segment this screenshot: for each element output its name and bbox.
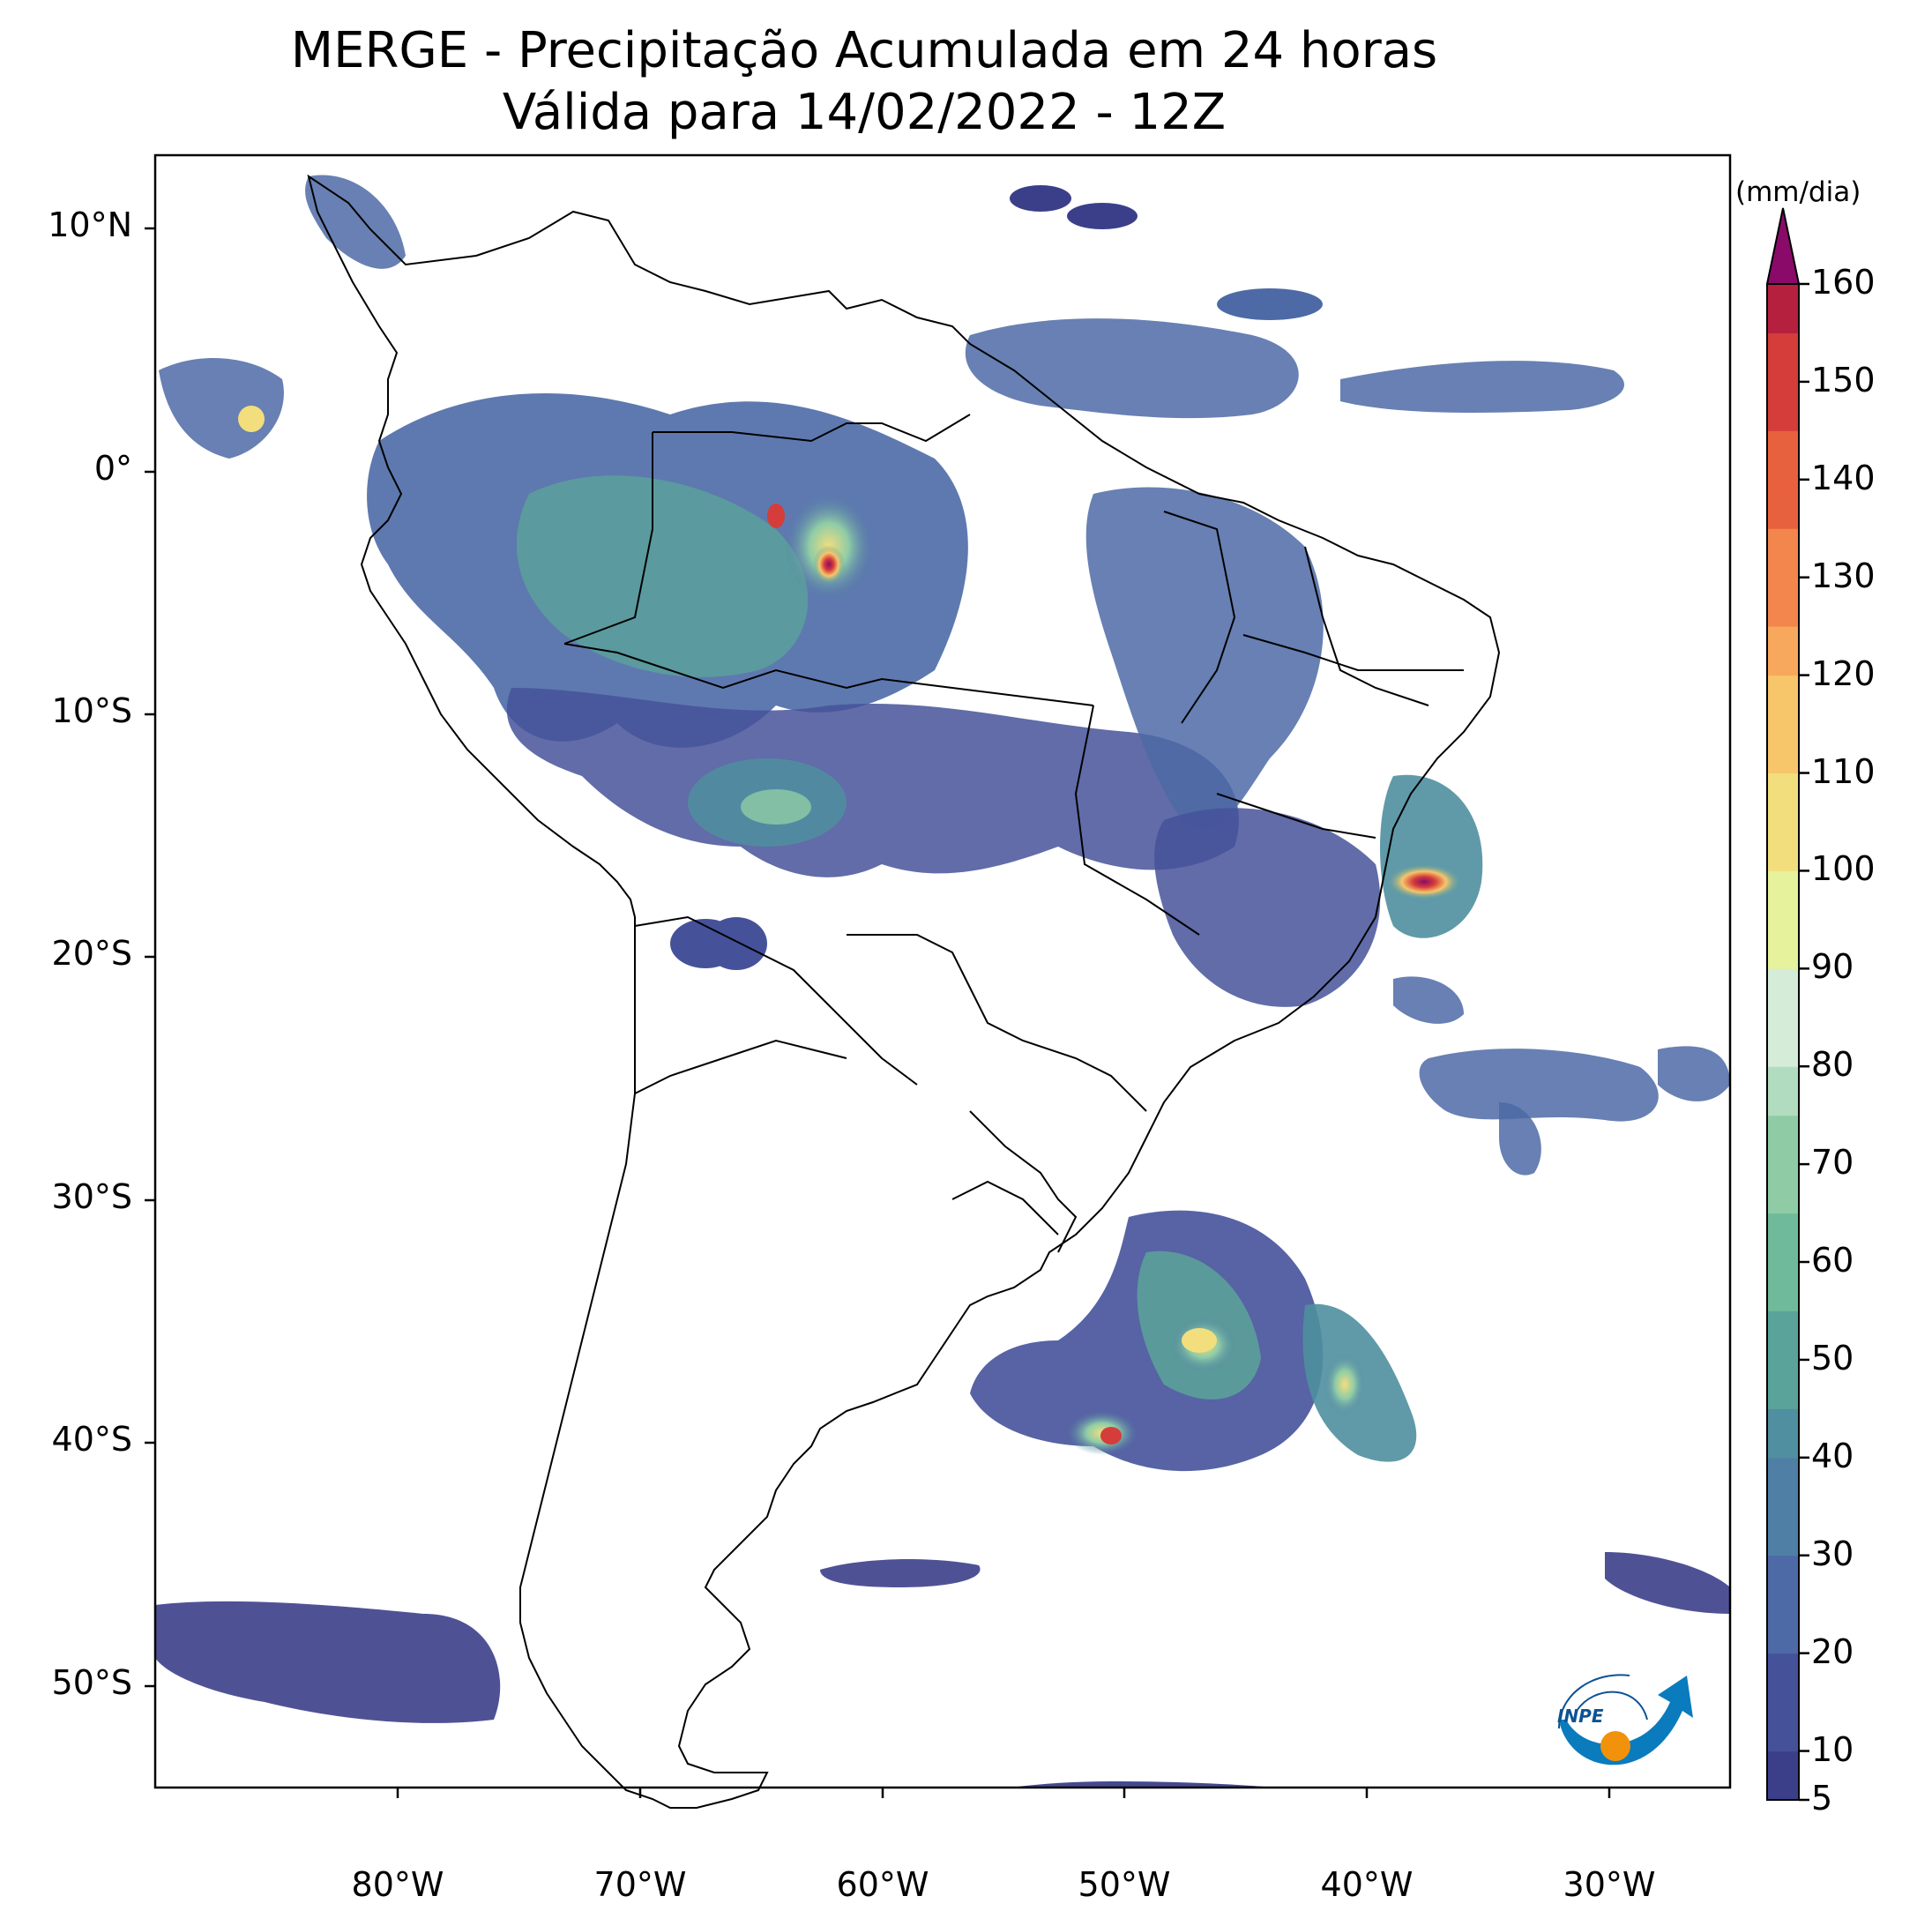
colorbar-tick-label: 10 [1811,1729,1854,1769]
colorbar-band [1767,1164,1799,1214]
colorbar-tick-label: 50 [1811,1338,1854,1377]
lon-label-70w: 70°W [593,1865,687,1904]
lon-label-50w: 50°W [1078,1865,1171,1904]
colorbar-band [1767,1457,1799,1507]
logo-text: INPE [1557,1706,1604,1727]
lat-label-0: 0° [93,449,132,488]
colorbar-band [1767,1408,1799,1459]
colorbar-tick-label: 80 [1811,1045,1854,1085]
lat-label-10n: 10°N [48,205,132,244]
colorbar-band [1767,284,1799,333]
colorbar-band [1767,773,1799,823]
lon-label-60w: 60°W [836,1865,929,1904]
colorbar-band [1767,479,1799,529]
lat-label-20s: 20°S [51,934,132,973]
colorbar-band [1767,675,1799,725]
colorbar-tick-label: 140 [1811,458,1876,497]
lat-label-40s: 40°S [51,1420,132,1459]
colorbar-band [1767,1604,1799,1654]
colorbar-band [1767,626,1799,676]
colorbar-tick-label: 20 [1811,1631,1854,1671]
colorbar-band [1767,1017,1799,1067]
lon-label-30w: 30°W [1563,1865,1656,1904]
colorbar-tick-label: 100 [1811,849,1876,889]
colorbar-band [1767,724,1799,774]
colorbar-band [1767,1702,1799,1752]
lon-label-40w: 40°W [1320,1865,1414,1904]
colorbar-tick-label: 40 [1811,1436,1854,1475]
colorbar-band [1767,1653,1799,1703]
lat-label-10s: 10°S [51,691,132,730]
colorbar-units: (mm/dia) [1735,176,1861,208]
lon-label-80w: 80°W [351,1865,444,1904]
colorbar-band [1767,1213,1799,1263]
colorbar-band [1767,1775,1799,1801]
plot-frame [153,153,1732,1789]
colorbar-tick-label: 60 [1811,1241,1854,1280]
colorbar-band [1767,430,1799,481]
colorbar-band [1767,332,1799,383]
colorbar-tick-label: 120 [1811,653,1876,693]
colorbar-band [1767,381,1799,431]
colorbar-tick-label: 160 [1811,263,1876,302]
colorbar-tick-label: 130 [1811,556,1876,595]
colorbar-band [1767,577,1799,627]
colorbar-band [1767,870,1799,921]
colorbar-band [1767,968,1799,1019]
map-title: MERGE - Precipitação Acumulada em 24 hor… [290,22,1438,79]
colorbar-band [1767,1115,1799,1165]
axis-ticks [145,227,1611,1798]
colorbar-tick-label: 70 [1811,1143,1854,1183]
inpe-logo-icon [1558,1674,1693,1765]
colorbar-extend-arrow [1765,207,1801,285]
colorbar-frame [1766,283,1800,1801]
colorbar-band [1767,919,1799,969]
colorbar-tick-label: 5 [1811,1779,1833,1818]
colorbar-tick-label: 90 [1811,947,1854,987]
colorbar-band [1767,1506,1799,1556]
colorbar-band [1767,1066,1799,1116]
colorbar-band [1767,1555,1799,1605]
colorbar [1765,207,1809,1802]
lat-label-50s: 50°S [51,1663,132,1702]
colorbar-tick-label: 110 [1811,751,1876,791]
precipitation-layer [155,175,1730,1788]
colorbar-band [1767,821,1799,871]
colorbar-band [1767,1751,1799,1776]
colorbar-band [1767,528,1799,579]
colorbar-band [1767,1310,1799,1361]
colorbar-band [1767,1359,1799,1409]
lat-label-30s: 30°S [51,1177,132,1216]
colorbar-tick-label: 30 [1811,1534,1854,1573]
colorbar-band [1767,1262,1799,1311]
colorbar-tick-label: 150 [1811,360,1876,399]
map-subtitle: Válida para 14/02/2022 - 12Z [502,84,1227,141]
coastline [307,174,1501,1809]
